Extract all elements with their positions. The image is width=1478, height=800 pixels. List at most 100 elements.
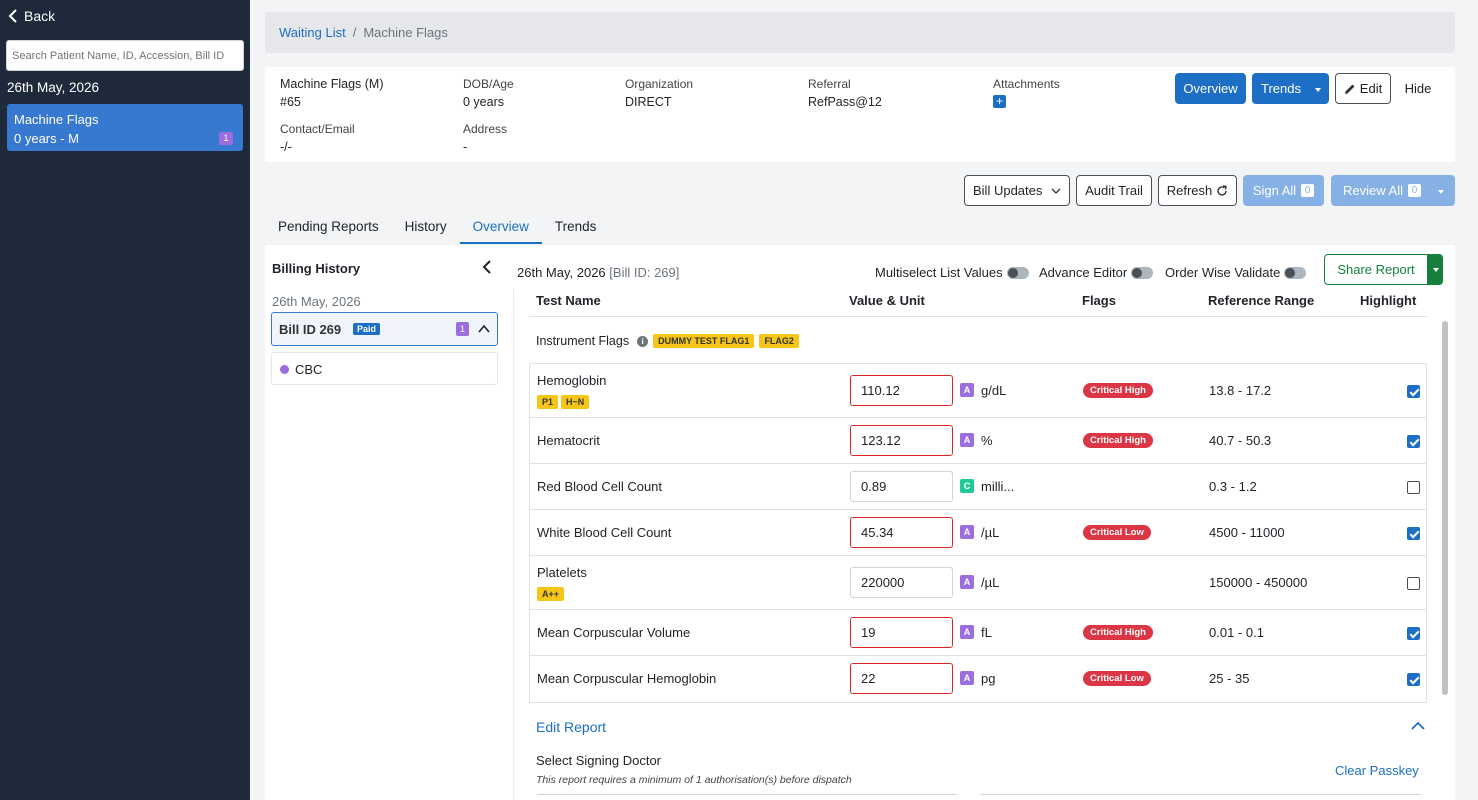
result-value-input[interactable]	[850, 663, 953, 694]
result-value-input[interactable]	[850, 617, 953, 648]
report-panel: Billing History 26th May, 2026 Bill ID 2…	[265, 245, 1455, 800]
dob-value: 0 years	[463, 95, 504, 109]
col-highlight: Highlight	[1360, 293, 1417, 308]
test-name: White Blood Cell Count	[537, 525, 672, 540]
sign-all-label: Sign All	[1252, 183, 1297, 198]
table-row: Platelets A++ A/µL 150000 - 450000	[530, 556, 1426, 610]
breadcrumb-separator: /	[352, 25, 357, 40]
signing-doctor-select[interactable]	[537, 794, 957, 800]
highlight-checkbox[interactable]	[1407, 435, 1420, 448]
highlight-checkbox[interactable]	[1407, 481, 1420, 494]
tab-trends[interactable]: Trends	[554, 219, 597, 234]
paid-badge: Paid	[353, 323, 381, 335]
test-item-cbc[interactable]: CBC	[271, 352, 498, 385]
highlight-checkbox[interactable]	[1407, 527, 1420, 540]
organization-field: Organization DIRECT	[625, 76, 693, 112]
tab-pending-reports[interactable]: Pending Reports	[278, 219, 379, 234]
attachments-field: Attachments +	[993, 76, 1060, 108]
result-value-input[interactable]	[850, 425, 953, 456]
trends-label: Trends	[1261, 81, 1301, 96]
info-icon[interactable]: i	[637, 335, 649, 347]
report-tabs: Pending Reports History Overview Trends	[265, 210, 609, 245]
highlight-checkbox[interactable]	[1407, 385, 1420, 398]
trends-button[interactable]: Trends	[1252, 73, 1329, 104]
sidebar: Back 26th May, 2026 Machine Flags 0 year…	[0, 0, 250, 800]
breadcrumb: Waiting List / Machine Flags	[265, 12, 1455, 53]
reference-range: 25 - 35	[1209, 671, 1250, 686]
add-attachment-icon[interactable]: +	[993, 95, 1006, 108]
breadcrumb-waiting-list[interactable]: Waiting List	[279, 25, 346, 40]
patient-name: Machine Flags (M)	[280, 77, 384, 91]
bill-card[interactable]: Bill ID 269 Paid 1	[271, 312, 498, 346]
contact-value: -/-	[280, 140, 292, 154]
result-value-input[interactable]	[850, 471, 953, 502]
critical-flag-badge: Critical High	[1083, 625, 1153, 640]
result-unit: /µL	[981, 575, 1000, 590]
refresh-icon	[1217, 184, 1228, 196]
instrument-flag-badge: FLAG2	[759, 334, 799, 348]
audit-trail-button[interactable]: Audit Trail	[1076, 175, 1152, 206]
result-unit: pg	[981, 671, 996, 686]
test-name: Mean Corpuscular Volume	[537, 625, 691, 640]
result-value-input[interactable]	[850, 567, 953, 598]
share-report-dropdown[interactable]	[1428, 254, 1443, 285]
address-label: Address	[463, 122, 508, 136]
passkey-input[interactable]	[981, 794, 1421, 800]
scrollbar[interactable]	[1442, 321, 1448, 695]
dob-label: DOB/Age	[463, 77, 514, 91]
review-all-button[interactable]: Review All 0	[1331, 175, 1455, 206]
refresh-button[interactable]: Refresh	[1158, 175, 1237, 206]
test-tag-badge: H~N	[561, 395, 590, 409]
reference-range: 4500 - 11000	[1209, 525, 1285, 540]
hide-button[interactable]: Hide	[1404, 81, 1432, 96]
sign-all-button[interactable]: Sign All 0	[1243, 175, 1324, 206]
edit-label: Edit	[1359, 81, 1383, 96]
highlight-checkbox[interactable]	[1407, 673, 1420, 686]
back-button[interactable]: Back	[8, 8, 55, 24]
chevron-left-icon[interactable]	[480, 259, 494, 275]
tab-overview[interactable]: Overview	[459, 210, 542, 244]
status-dot	[280, 365, 289, 374]
attachments-label: Attachments	[993, 77, 1060, 91]
result-unit: g/dL	[981, 383, 1007, 398]
result-value-input[interactable]	[850, 517, 953, 548]
signing-doctor-label: Select Signing Doctor	[536, 753, 662, 768]
chevron-down-icon	[1432, 267, 1439, 272]
col-value-unit: Value & Unit	[849, 293, 925, 308]
tab-history[interactable]: History	[404, 219, 447, 234]
share-report-button[interactable]: Share Report	[1324, 254, 1428, 285]
instrument-flags: Instrument Flags i DUMMY TEST FLAG1 FLAG…	[536, 334, 799, 348]
result-unit: milli...	[981, 479, 1015, 494]
patient-search-input[interactable]	[6, 40, 244, 71]
bill-count-badge: 1	[456, 322, 469, 336]
test-name: Hematocrit	[537, 433, 600, 448]
chevron-up-icon[interactable]	[1411, 721, 1425, 731]
test-tag-badge: A++	[537, 587, 565, 601]
col-reference-range: Reference Range	[1208, 293, 1315, 308]
back-label: Back	[24, 8, 56, 24]
chevron-up-icon[interactable]	[478, 324, 490, 334]
highlight-checkbox[interactable]	[1407, 627, 1420, 640]
method-badge: A	[960, 625, 974, 639]
clear-passkey-link[interactable]: Clear Passkey	[1335, 763, 1419, 778]
table-row: Hematocrit A% Critical High 40.7 - 50.3	[530, 418, 1426, 464]
overview-button[interactable]: Overview	[1175, 73, 1246, 104]
report-date-text: 26th May, 2026	[517, 265, 606, 280]
results-table: Hemoglobin P1H~N Ag/dL Critical High 13.8 - …	[529, 363, 1427, 703]
edit-button[interactable]: Edit	[1335, 73, 1391, 104]
chevron-left-icon	[8, 9, 17, 23]
advance-editor-toggle[interactable]	[1131, 266, 1154, 279]
highlight-checkbox[interactable]	[1407, 577, 1420, 590]
instrument-flags-label: Instrument Flags	[536, 334, 630, 348]
multiselect-toggle[interactable]	[1006, 266, 1029, 279]
edit-report-link[interactable]: Edit Report	[536, 719, 607, 735]
order-wise-toggle[interactable]	[1284, 266, 1307, 279]
method-badge: C	[960, 479, 974, 493]
sidebar-patient-item[interactable]: Machine Flags 0 years - M 1	[7, 104, 243, 151]
result-unit: %	[981, 433, 993, 448]
table-row: White Blood Cell Count A/µL Critical Low 45…	[530, 510, 1426, 556]
col-flags: Flags	[1082, 293, 1116, 308]
address-field: Address -	[463, 121, 507, 157]
bill-updates-select[interactable]: Bill Updates	[964, 175, 1070, 206]
result-value-input[interactable]	[850, 375, 953, 406]
